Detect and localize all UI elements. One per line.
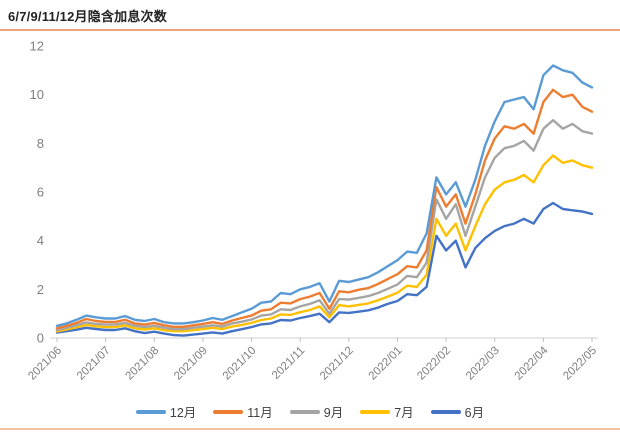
- series-line-6月: [55, 201, 594, 337]
- chart-legend: 12月 11月 9月 7月 6月: [0, 402, 620, 421]
- legend-line-swatch: [289, 409, 320, 414]
- x-axis-tick-label: 2022/02: [415, 345, 453, 383]
- x-axis-tick-label: 2021/12: [318, 345, 356, 383]
- legend-label: 7月: [394, 406, 414, 420]
- legend-item-7月: 7月: [360, 402, 414, 421]
- x-axis-tick-label: 2021/10: [221, 345, 259, 383]
- legend-item-11月: 11月: [213, 402, 273, 421]
- legend-item-12月: 12月: [135, 402, 197, 421]
- legend-line-swatch: [213, 409, 244, 414]
- legend-label: 12月: [169, 406, 197, 420]
- series-line-12月: [55, 64, 594, 327]
- legend-item-6月: 6月: [430, 402, 485, 421]
- bottom-border-rule: [0, 428, 620, 430]
- series-line-9月: [55, 118, 594, 332]
- x-axis-tick-label: 2022/04: [513, 344, 551, 382]
- series-line-7月: [55, 154, 594, 333]
- y-axis-tick-label: 4: [37, 233, 44, 248]
- y-axis-tick-label: 8: [37, 136, 44, 151]
- y-axis-tick-label: 2: [37, 282, 44, 297]
- legend-label: 9月: [323, 406, 344, 420]
- x-axis-tick-label: 2022/03: [464, 345, 502, 383]
- x-axis-tick-label: 2021/06: [26, 345, 64, 383]
- x-axis-tick-label: 2022/05: [561, 345, 599, 383]
- x-axis-tick-label: 2021/11: [270, 345, 307, 382]
- legend-label: 6月: [464, 406, 485, 420]
- y-axis-tick-label: 10: [30, 87, 44, 102]
- chart-title: 6/7/9/11/12月隐含加息次数: [8, 9, 167, 24]
- x-axis-tick-label: 2021/09: [172, 345, 210, 383]
- legend-label: 11月: [247, 406, 273, 420]
- legend-line-swatch: [430, 409, 461, 414]
- x-axis-tick-label: 2022/01: [367, 345, 405, 383]
- legend-line-swatch: [135, 409, 166, 414]
- legend-line-swatch: [360, 409, 391, 414]
- y-axis-tick-label: 0: [37, 331, 44, 346]
- title-underline-rule: [0, 29, 620, 31]
- y-axis-tick-label: 6: [37, 185, 44, 200]
- y-axis-tick-label: 12: [30, 39, 44, 54]
- legend-item-9月: 9月: [289, 402, 344, 421]
- x-axis-tick-label: 2021/07: [75, 345, 113, 383]
- x-axis-tick-label: 2021/08: [124, 345, 162, 383]
- series-line-11月: [55, 88, 594, 330]
